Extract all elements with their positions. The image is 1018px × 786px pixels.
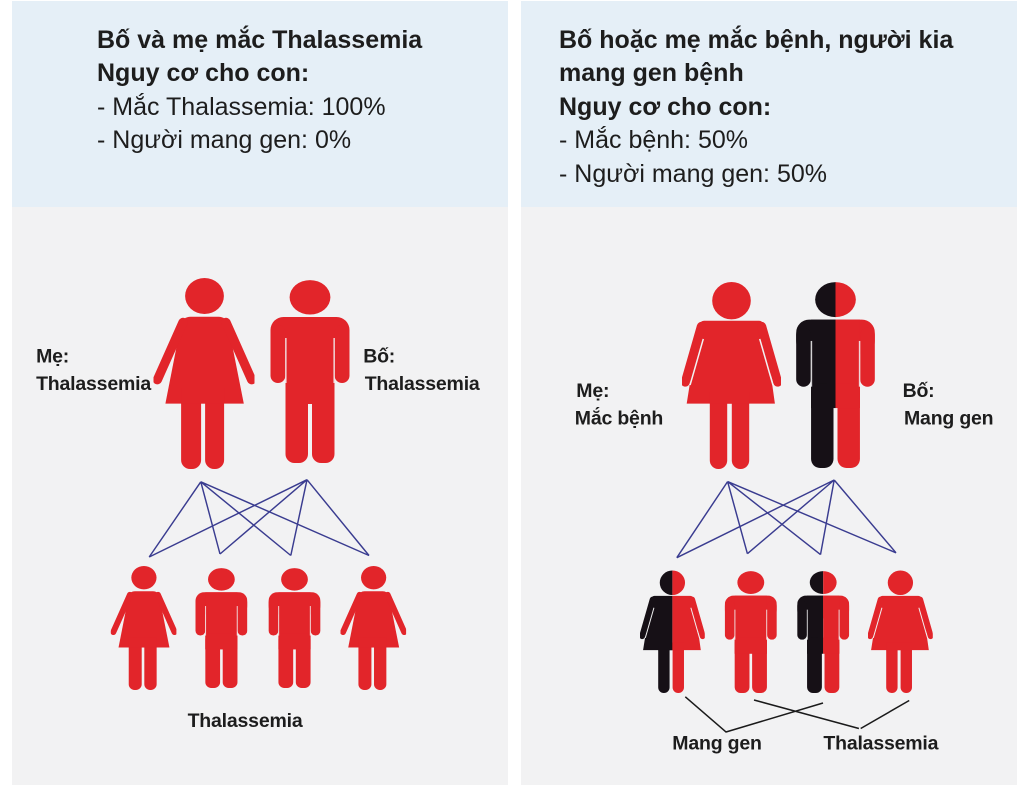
svg-text:Bố:: Bố:: [363, 346, 395, 368]
svg-text:Bố:: Bố:: [903, 380, 935, 402]
svg-text:Thalassemia: Thalassemia: [823, 733, 938, 755]
svg-text:Mẹ:: Mẹ:: [36, 346, 69, 368]
svg-text:Mẹ:: Mẹ:: [576, 380, 609, 402]
svg-text:Mang gen: Mang gen: [904, 408, 993, 430]
svg-text:Thalassemia: Thalassemia: [365, 373, 480, 395]
svg-text:Thalassemia: Thalassemia: [188, 710, 303, 732]
svg-text:Thalassemia: Thalassemia: [36, 373, 151, 395]
svg-text:Mắc bệnh: Mắc bệnh: [575, 406, 663, 430]
svg-text:Mang gen: Mang gen: [672, 733, 761, 755]
